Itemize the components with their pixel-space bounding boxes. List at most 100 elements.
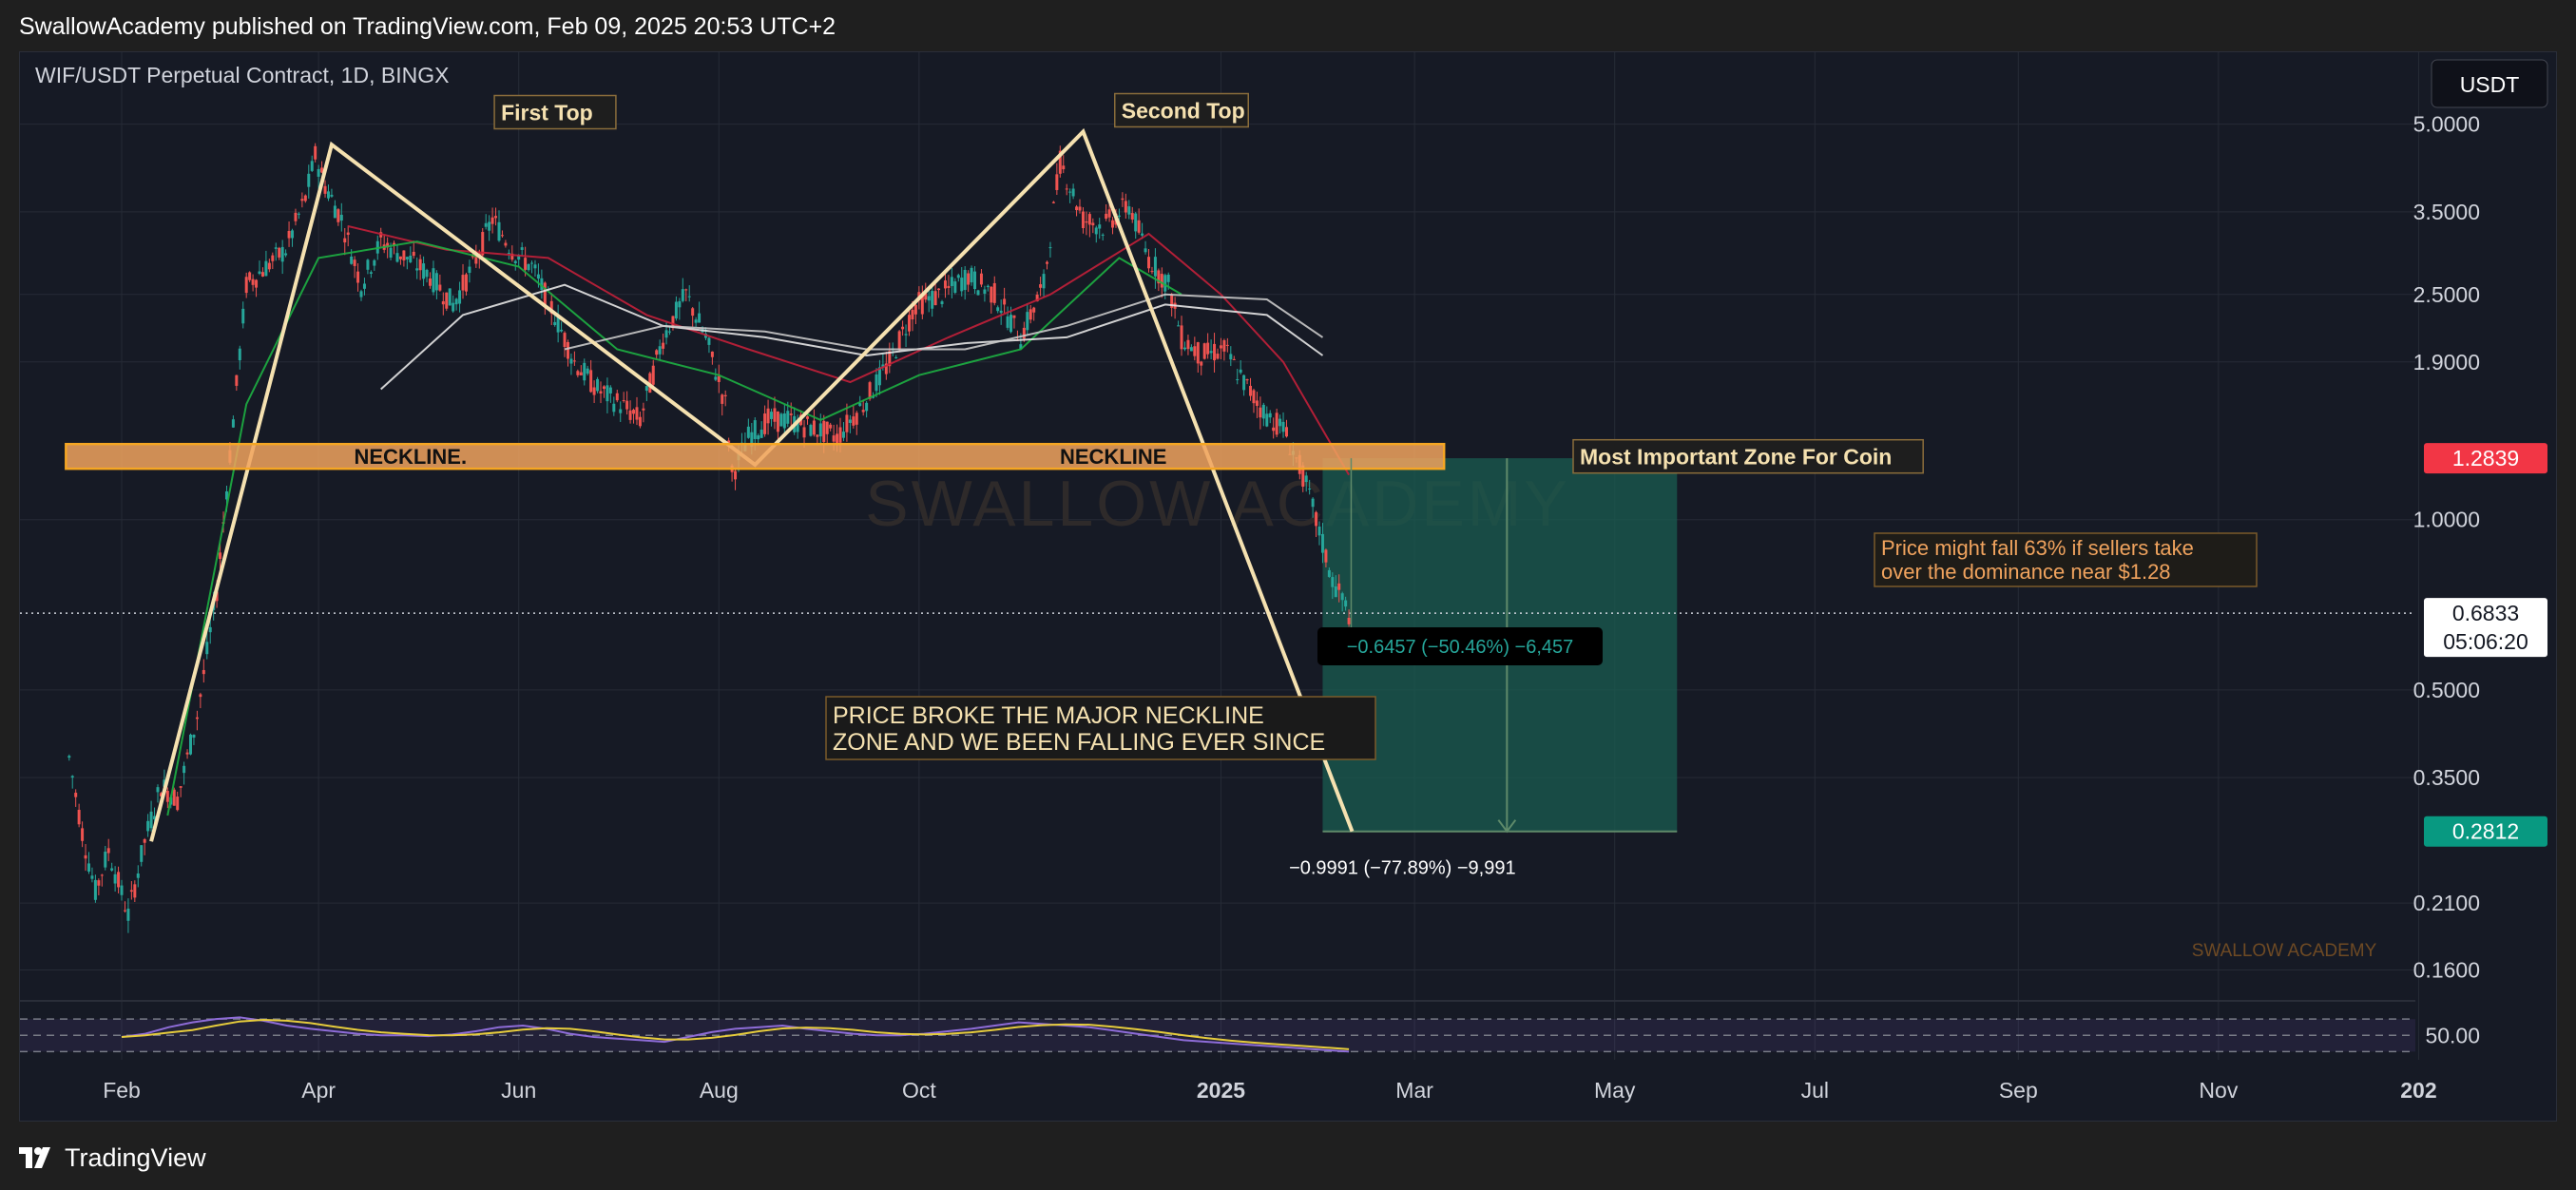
candle-body (960, 278, 964, 292)
candle-body (513, 260, 517, 263)
second-top-label[interactable]: Second Top (1114, 92, 1249, 128)
candle-body (553, 321, 557, 326)
candle-body (625, 400, 629, 410)
candle-body (405, 257, 409, 259)
candle-body (1259, 407, 1262, 418)
candle-body (992, 282, 996, 303)
candle-body (1121, 198, 1125, 201)
candle-body (1107, 209, 1111, 218)
second-top-label-text: Second Top (1122, 98, 1245, 123)
candle-body (251, 278, 255, 285)
candle-body (897, 331, 901, 350)
candle-body (185, 752, 189, 755)
candle-body (1045, 261, 1048, 264)
candle-body (402, 250, 406, 260)
candle-body (1147, 257, 1151, 269)
candle-body (589, 370, 593, 393)
first-top-label[interactable]: First Top (493, 94, 617, 130)
candle-body (353, 259, 356, 266)
watermark-small: SWALLOW ACADEMY (2192, 941, 2377, 961)
current-measure-label: −0.6457 (−50.46%) −6,457 (1347, 637, 1574, 658)
candle-body (183, 765, 186, 774)
candle-body (494, 216, 498, 219)
price-axis-label-countdown: 05:06:20 (2443, 629, 2528, 654)
candle-body (759, 429, 763, 438)
candle-body (307, 173, 311, 187)
chart-frame[interactable]: SWALLOW ACADEMY SWALLOW ACADEMY −0.9991 … (19, 51, 2557, 1122)
candle-body (291, 230, 295, 239)
candle-body (323, 185, 327, 194)
candle-body (133, 884, 137, 898)
candle-body (481, 232, 485, 256)
candle-body (1245, 379, 1249, 381)
price-note[interactable]: Price might fall 63% if sellers takeover… (1874, 532, 2258, 587)
candle-body (129, 890, 133, 892)
candle-body (224, 490, 228, 500)
neckline-zone[interactable] (65, 442, 1446, 470)
price-axis-label-value: 1.2839 (2452, 446, 2519, 470)
candle-body (398, 256, 402, 259)
break-note-line-2: ZONE AND WE BEEN FALLING EVER SINCE (833, 729, 1325, 756)
footer-brand[interactable]: TradingView (19, 1139, 206, 1177)
price-axis-label-value: 0.2812 (2452, 819, 2519, 844)
candle-body (750, 432, 754, 447)
chart-title: WIF/USDT Perpetual Contract, 1D, BINGX (35, 63, 449, 87)
price-chart[interactable]: SWALLOW ACADEMY SWALLOW ACADEMY −0.9991 … (20, 52, 2556, 1121)
y-tick-label: 0.1600 (2413, 957, 2480, 982)
candle-body (1311, 498, 1315, 508)
candle-body (468, 266, 471, 274)
candle-body (615, 393, 619, 401)
candle-body (1180, 325, 1183, 350)
candle-body (1196, 342, 1200, 364)
candle-body (1130, 213, 1134, 220)
candle-body (350, 256, 354, 264)
candle-body (464, 274, 468, 292)
x-tick-label: Oct (902, 1078, 936, 1103)
candle-body (117, 872, 121, 888)
zone-label[interactable]: Most Important Zone For Coin (1572, 438, 1924, 474)
candle-body (858, 403, 862, 407)
candle-body (1144, 248, 1147, 253)
candle-body (389, 247, 393, 259)
candle-body (497, 221, 501, 241)
candle-body (1153, 257, 1157, 277)
candle-body (924, 293, 928, 300)
price-axis-label: 1.2839 (2424, 443, 2547, 474)
candle-body (681, 289, 684, 301)
candle-body (294, 212, 298, 221)
candle-body (638, 416, 642, 427)
candle-body (1019, 344, 1023, 350)
candle-body (104, 852, 107, 868)
candle-body (612, 403, 616, 413)
y-tick-label: 1.9000 (2413, 350, 2480, 374)
candle-body (884, 363, 888, 374)
candle-body (599, 391, 603, 394)
candle-body (809, 425, 813, 436)
candle-body (651, 365, 655, 385)
candle-body (1003, 298, 1007, 305)
candle-body (258, 271, 261, 275)
candle-body (586, 368, 589, 374)
candle-body (452, 302, 455, 312)
candle-body (336, 209, 340, 222)
currency-button[interactable]: USDT (2431, 59, 2548, 108)
price-axis-label-bg (2424, 816, 2547, 847)
candle-body (415, 268, 419, 271)
candle-body (1232, 358, 1236, 360)
candle-body (113, 873, 117, 884)
candle-body (1094, 227, 1098, 235)
candle-body (1055, 174, 1059, 190)
candle-body (149, 811, 153, 829)
price-axis-label-bg (2424, 598, 2547, 658)
candle-body (569, 358, 573, 364)
candle-body (1012, 315, 1016, 318)
candle-body (527, 263, 530, 271)
candle-body (868, 382, 872, 399)
candle-body (287, 230, 291, 239)
candle-body (274, 247, 278, 249)
candle-body (1026, 312, 1029, 331)
candle-body (766, 408, 770, 424)
candle-body (1278, 418, 1282, 427)
candle-body (1127, 206, 1131, 215)
